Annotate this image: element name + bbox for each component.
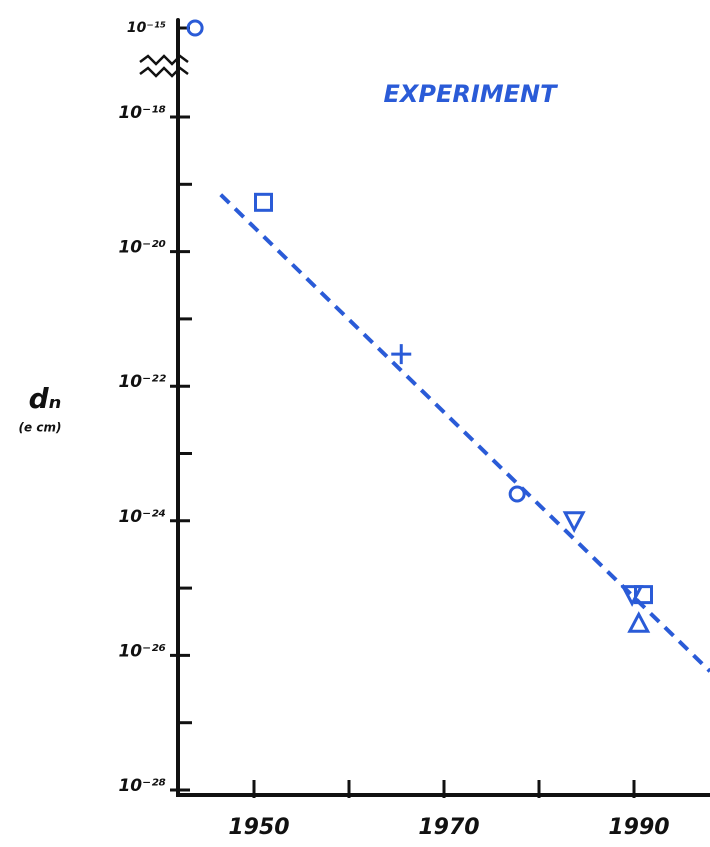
point bbox=[188, 21, 202, 35]
y-tick-label: 10⁻²⁶ bbox=[118, 641, 166, 661]
axis-break bbox=[140, 56, 188, 76]
y-label: dₙ bbox=[29, 382, 62, 415]
axes bbox=[178, 20, 710, 795]
point bbox=[630, 614, 648, 631]
x-tick-label: 1970 bbox=[418, 815, 479, 840]
x-tick-label: 1950 bbox=[228, 815, 289, 840]
y-unit: (e cm) bbox=[19, 421, 62, 435]
x-tick-label: 1990 bbox=[608, 815, 669, 840]
y-tick-label: 10⁻²⁴ bbox=[118, 507, 166, 527]
y-tick-label: 10⁻¹⁸ bbox=[118, 103, 166, 123]
y-tick-label: 10⁻²² bbox=[118, 372, 166, 392]
point bbox=[565, 513, 583, 530]
point bbox=[510, 487, 524, 501]
y-tick-label: 10⁻²⁰ bbox=[118, 238, 166, 258]
annotation: EXPERIMENT bbox=[383, 80, 558, 108]
y-tick-label: 10⁻¹⁵ bbox=[127, 20, 166, 36]
point bbox=[256, 194, 272, 210]
y-tick-label: 10⁻²⁸ bbox=[118, 776, 166, 796]
chart: EXPERIMENT dₙ (e cm) 10⁻¹⁸ 10⁻²⁰ 10⁻²² 10⁻²… bbox=[0, 0, 710, 847]
